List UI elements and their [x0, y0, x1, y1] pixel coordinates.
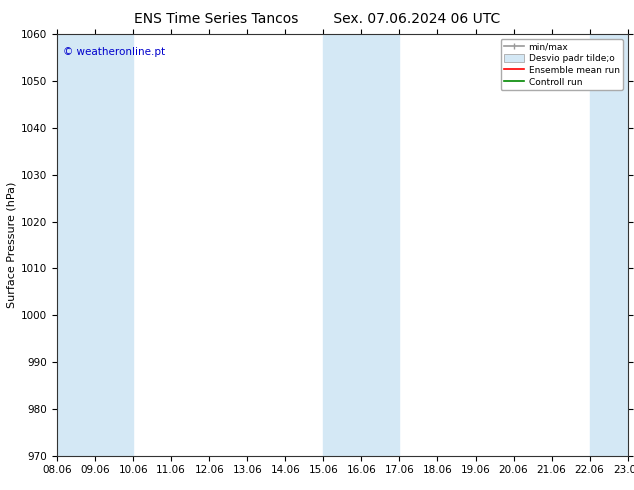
Text: ENS Time Series Tancos        Sex. 07.06.2024 06 UTC: ENS Time Series Tancos Sex. 07.06.2024 0…	[134, 12, 500, 26]
Legend: min/max, Desvio padr tilde;o, Ensemble mean run, Controll run: min/max, Desvio padr tilde;o, Ensemble m…	[501, 39, 623, 90]
Text: © weatheronline.pt: © weatheronline.pt	[63, 47, 165, 57]
Bar	[57, 34, 133, 456]
Bar	[323, 34, 399, 456]
Bar	[590, 34, 628, 456]
Y-axis label: Surface Pressure (hPa): Surface Pressure (hPa)	[7, 182, 17, 308]
